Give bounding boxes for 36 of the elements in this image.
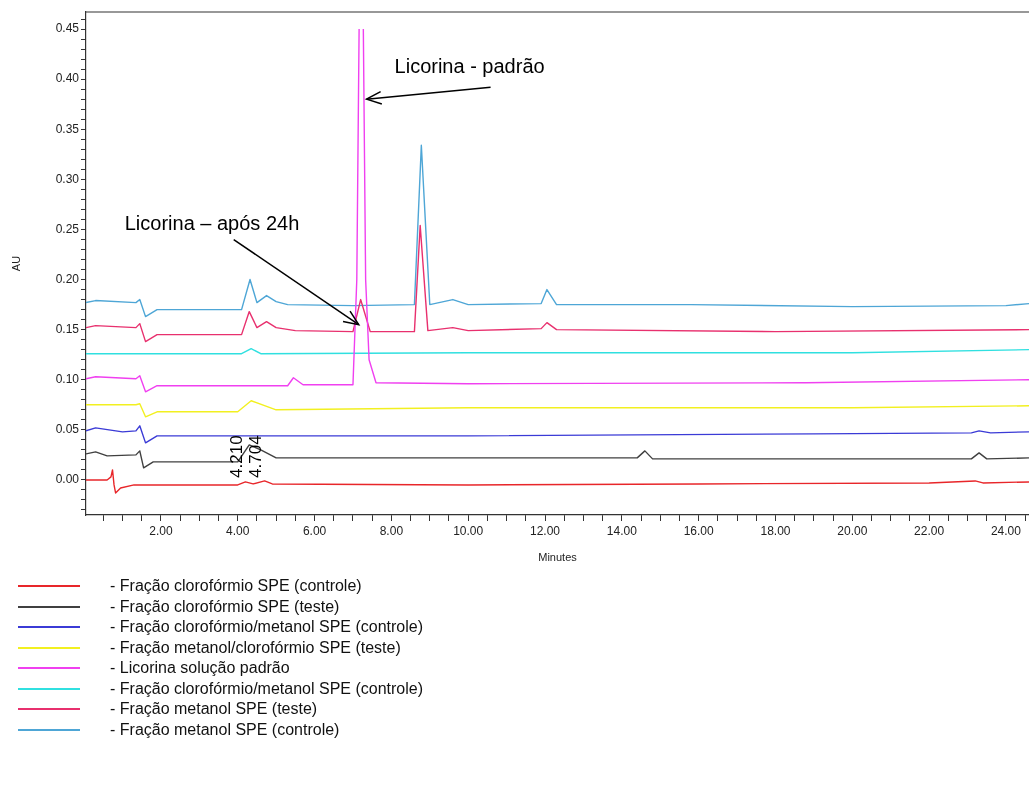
x-tick-label: 22.00 xyxy=(914,523,945,538)
x-tick-label: 14.00 xyxy=(606,523,638,538)
x-axis-title: Minutes xyxy=(538,551,578,564)
y-tick-label: 0.25 xyxy=(55,221,80,236)
x-tick-label: 12.00 xyxy=(530,523,561,538)
legend-label: - Fração clorofórmio SPE (controle) xyxy=(110,577,362,596)
annotation: Licorina - padrão xyxy=(394,54,545,77)
y-tick-label: 0.45 xyxy=(55,21,80,36)
y-tick-label: 0.20 xyxy=(55,271,80,286)
legend-label: - Fração clorofórmio/metanol SPE (controle) xyxy=(110,618,423,637)
x-tick-label: 10.00 xyxy=(453,523,484,538)
legend-label: - Fração metanol/clorofórmio SPE (teste) xyxy=(110,638,401,657)
legend-label: - Fração metanol SPE (controle) xyxy=(110,720,340,739)
annotation: 4.210 xyxy=(226,435,246,478)
y-tick-label: 0.00 xyxy=(55,472,80,487)
legend-label: - Fração clorofórmio/metanol SPE (controle) xyxy=(110,679,423,698)
x-tick-label: 2.00 xyxy=(149,523,173,538)
y-tick-label: 0.15 xyxy=(55,321,80,336)
legend-label: - Fração clorofórmio SPE (teste) xyxy=(110,597,340,616)
x-tick-label: 8.00 xyxy=(379,523,404,538)
annotation: 4.704 xyxy=(245,435,265,478)
y-tick-label: 0.30 xyxy=(55,171,80,186)
x-tick-label: 16.00 xyxy=(683,523,714,538)
legend-label: - Licorina solução padrão xyxy=(110,659,290,678)
annotation: Licorina – após 24h xyxy=(124,212,300,235)
y-tick-label: 0.40 xyxy=(55,71,80,86)
x-tick-label: 18.00 xyxy=(760,523,791,538)
x-tick-label: 20.00 xyxy=(837,523,868,538)
y-tick-label: 0.10 xyxy=(55,372,80,387)
x-tick-label: 24.00 xyxy=(990,523,1022,538)
y-axis-title: AU xyxy=(9,255,22,272)
x-tick-label: 6.00 xyxy=(302,523,327,538)
x-tick-label: 4.00 xyxy=(226,523,250,538)
y-tick-label: 0.35 xyxy=(55,121,80,136)
y-tick-label: 0.05 xyxy=(55,422,80,437)
legend-label: - Fração metanol SPE (teste) xyxy=(110,700,318,719)
